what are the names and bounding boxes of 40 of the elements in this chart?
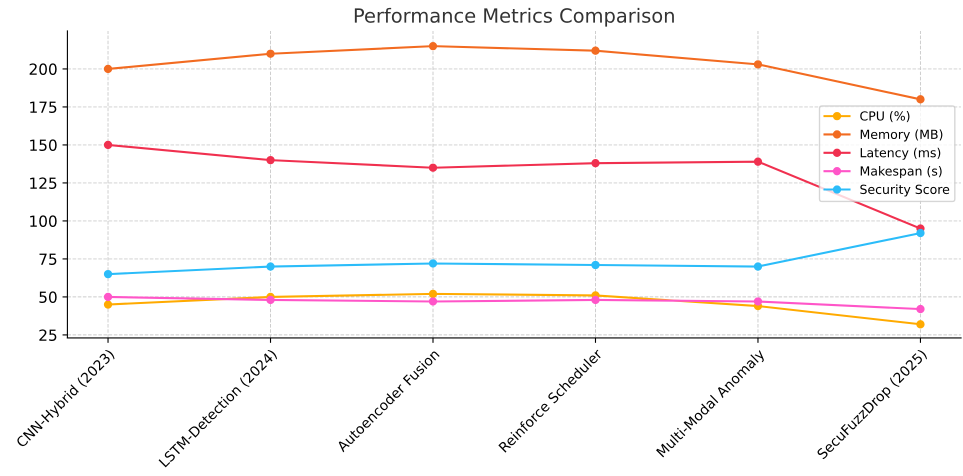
- point: [428, 42, 438, 50]
- legend-label: Security Score: [860, 184, 950, 196]
- point: [266, 156, 275, 164]
- point: [591, 46, 600, 55]
- legend-label: Makespan (s): [860, 166, 942, 178]
- point: [266, 296, 275, 304]
- point: [104, 270, 112, 278]
- legend-label: CPU (%): [860, 111, 910, 122]
- y-tick-label: 75: [40, 254, 56, 265]
- point: [591, 296, 600, 304]
- point: [916, 228, 925, 238]
- point: [104, 300, 112, 309]
- legend-label: Memory (MB): [860, 129, 942, 142]
- point: [916, 320, 925, 328]
- point: [104, 140, 112, 150]
- point: [428, 297, 438, 306]
- point: [266, 50, 275, 58]
- chart-title: Performance Metrics Comparison: [354, 8, 674, 27]
- y-tick-label: 50: [39, 291, 57, 303]
- y-tick-label: 100: [30, 215, 57, 227]
- point: [916, 95, 925, 104]
- point: [754, 60, 762, 69]
- point: [266, 262, 275, 271]
- point: [754, 157, 762, 166]
- point: [428, 164, 438, 172]
- point: [754, 297, 762, 306]
- point: [104, 64, 112, 74]
- point: [916, 304, 925, 314]
- point: [428, 259, 438, 268]
- y-tick-label: 175: [30, 102, 56, 113]
- point: [428, 290, 438, 298]
- point: [591, 159, 600, 168]
- y-tick-label: 200: [30, 63, 57, 75]
- y-tick-label: 125: [30, 177, 56, 189]
- point: [104, 292, 112, 302]
- y-tick-label: 25: [39, 329, 56, 341]
- y-tick-label: 150: [30, 139, 57, 151]
- legend-label: Latency (ms): [860, 148, 940, 160]
- point: [754, 262, 762, 271]
- point: [591, 260, 600, 270]
